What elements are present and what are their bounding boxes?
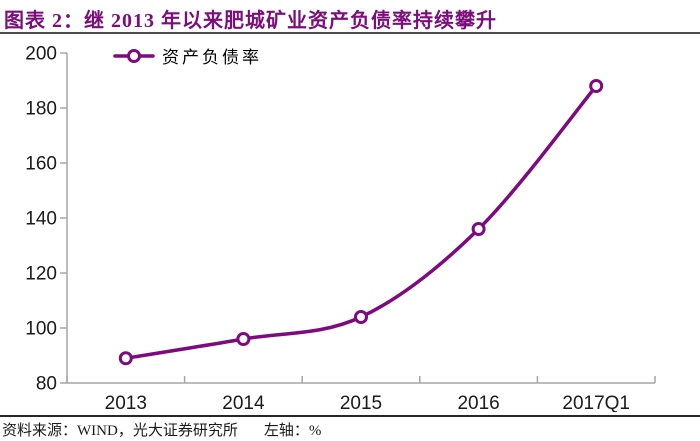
series-path bbox=[124, 84, 598, 360]
footer-divider bbox=[0, 415, 700, 417]
data-point-marker bbox=[471, 222, 486, 236]
title-divider bbox=[0, 32, 700, 34]
figure-title: 图表 2：继 2013 年以来肥城矿业资产负债率持续攀升 bbox=[4, 10, 497, 32]
data-point-marker bbox=[354, 310, 368, 324]
data-point-marker bbox=[118, 351, 133, 366]
x-tick-label: 2013 bbox=[105, 393, 147, 412]
legend-label: 资产负债率 bbox=[162, 48, 262, 67]
footer: 资料来源：WIND，光大证券研究所 左轴：% bbox=[2, 419, 698, 440]
x-tick-label: 2015 bbox=[340, 393, 382, 412]
axis-unit-note: 左轴：% bbox=[263, 423, 322, 439]
y-tick-label: 80 bbox=[36, 374, 57, 395]
y-tick-label: 140 bbox=[25, 209, 57, 230]
data-point-marker bbox=[589, 79, 604, 93]
y-tick-label: 100 bbox=[25, 319, 57, 340]
legend-marker-circle bbox=[127, 49, 141, 63]
source-note: 资料来源：WIND，光大证券研究所 bbox=[2, 423, 238, 439]
y-axis-ticks: 80 100 120 140 160 180 200 bbox=[25, 44, 67, 395]
y-tick-label: 200 bbox=[25, 44, 57, 65]
y-tick-label: 160 bbox=[25, 154, 57, 175]
legend: 资产负债率 bbox=[113, 48, 262, 67]
x-tick-label: 2017Q1 bbox=[562, 393, 630, 412]
x-tick-label: 2014 bbox=[222, 393, 265, 412]
y-tick-label: 120 bbox=[25, 264, 57, 285]
x-axis-ticks: 2013 2014 2015 2016 2017Q1 bbox=[66, 376, 656, 412]
data-point-marker bbox=[236, 332, 251, 346]
y-tick-label: 180 bbox=[25, 99, 57, 120]
series-group bbox=[118, 79, 604, 366]
x-tick-label: 2016 bbox=[457, 393, 499, 412]
